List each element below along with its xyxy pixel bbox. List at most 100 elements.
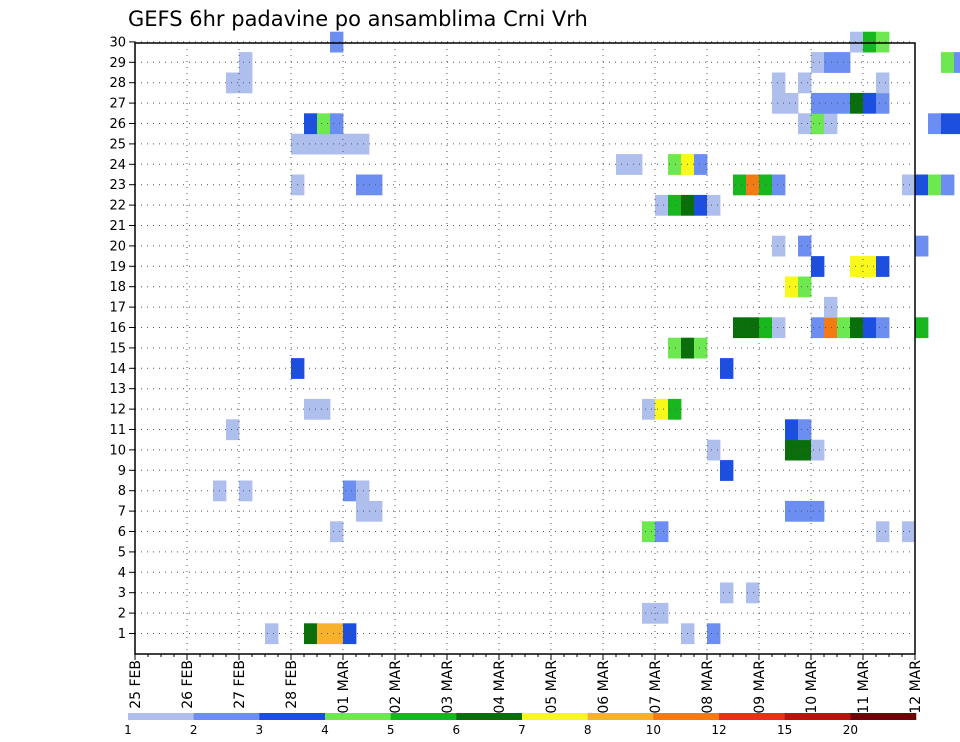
data-cell: [642, 602, 656, 624]
data-cell: [876, 31, 890, 53]
data-cell: [642, 398, 656, 420]
legend-swatch: [587, 713, 654, 720]
data-cell: [720, 460, 734, 481]
data-cell: [226, 72, 240, 94]
data-cell: [746, 174, 760, 196]
data-cell: [876, 92, 890, 114]
data-cell: [824, 296, 838, 318]
y-tick-label: 9: [118, 464, 126, 479]
data-cell: [954, 113, 960, 135]
data-cell: [317, 398, 331, 420]
y-tick-label: 23: [109, 178, 126, 193]
data-cell: [746, 582, 760, 604]
data-cell: [863, 31, 877, 53]
data-cell: [330, 623, 344, 645]
data-cell: [954, 52, 960, 73]
y-tick-label: 29: [109, 56, 126, 71]
data-cell: [915, 174, 929, 196]
y-axis: 1234567891011121314151617181920212223242…: [109, 35, 135, 642]
data-cell: [317, 623, 331, 645]
x-tick-label: 07 MAR: [648, 660, 664, 714]
y-tick-label: 20: [109, 239, 126, 254]
legend-label: 20: [843, 723, 858, 737]
data-cell: [707, 623, 721, 645]
cells-layer: [213, 31, 960, 645]
data-cell: [356, 133, 370, 155]
data-cell: [733, 317, 747, 339]
legend-label: 15: [777, 723, 792, 737]
data-cell: [928, 174, 942, 196]
legend-label: 8: [584, 723, 592, 737]
legend-swatch: [719, 713, 785, 720]
data-cell: [863, 317, 877, 339]
data-cell: [824, 52, 838, 73]
y-tick-label: 25: [109, 137, 126, 152]
data-cell: [317, 113, 331, 135]
data-cell: [655, 602, 669, 624]
data-cell: [798, 439, 812, 461]
data-cell: [785, 500, 799, 522]
y-tick-label: 22: [109, 199, 126, 214]
plot-frame: [134, 42, 916, 655]
x-tick-label: 01 MAR: [336, 660, 352, 714]
legend-swatch: [653, 713, 720, 720]
legend-swatch: [522, 713, 588, 720]
data-cell: [265, 623, 279, 645]
data-cell: [863, 256, 877, 277]
y-tick-label: 16: [109, 321, 126, 336]
x-tick-label: 12 MAR: [908, 660, 924, 714]
data-cell: [902, 174, 916, 196]
data-cell: [694, 337, 708, 359]
data-cell: [811, 113, 825, 135]
data-cell: [798, 500, 812, 522]
x-tick-label: 06 MAR: [596, 660, 612, 714]
y-tick-label: 5: [118, 545, 126, 560]
data-cell: [798, 276, 812, 298]
data-cell: [239, 52, 253, 73]
data-cell: [785, 439, 799, 461]
y-tick-label: 10: [109, 443, 126, 458]
data-cell: [356, 500, 370, 522]
y-tick-label: 3: [118, 586, 126, 601]
x-tick-label: 02 MAR: [388, 660, 404, 714]
data-cell: [876, 72, 890, 94]
data-cell: [798, 419, 812, 441]
y-tick-label: 17: [109, 301, 126, 316]
x-tick-label: 03 MAR: [440, 660, 456, 714]
data-cell: [915, 317, 929, 339]
x-tick-label: 10 MAR: [804, 660, 820, 714]
data-cell: [928, 113, 942, 135]
legend-label: 12: [711, 723, 726, 737]
x-tick-label: 08 MAR: [700, 660, 716, 714]
y-tick-label: 12: [109, 403, 126, 418]
data-cell: [668, 398, 682, 420]
data-cell: [616, 154, 630, 175]
data-cell: [733, 174, 747, 196]
y-tick-label: 18: [109, 280, 126, 295]
legend-swatch: [128, 713, 194, 720]
legend-label: 3: [256, 723, 264, 737]
y-tick-label: 15: [109, 341, 126, 356]
y-tick-label: 8: [118, 484, 126, 499]
data-cell: [941, 174, 955, 196]
y-tick-label: 1: [118, 627, 126, 642]
data-cell: [850, 256, 864, 277]
legend-swatch: [456, 713, 523, 720]
data-cell: [356, 174, 370, 196]
data-cell: [902, 521, 916, 543]
legend-label: 6: [453, 723, 461, 737]
data-cell: [668, 154, 682, 175]
data-cell: [304, 398, 318, 420]
y-tick-label: 19: [109, 260, 126, 275]
x-tick-label: 27 FEB: [232, 660, 248, 709]
data-cell: [330, 113, 344, 135]
data-cell: [330, 31, 344, 53]
data-cell: [850, 317, 864, 339]
legend-swatch: [390, 713, 457, 720]
data-cell: [850, 31, 864, 53]
data-cell: [824, 92, 838, 114]
data-cell: [746, 317, 760, 339]
data-cell: [876, 317, 890, 339]
data-cell: [330, 133, 344, 155]
